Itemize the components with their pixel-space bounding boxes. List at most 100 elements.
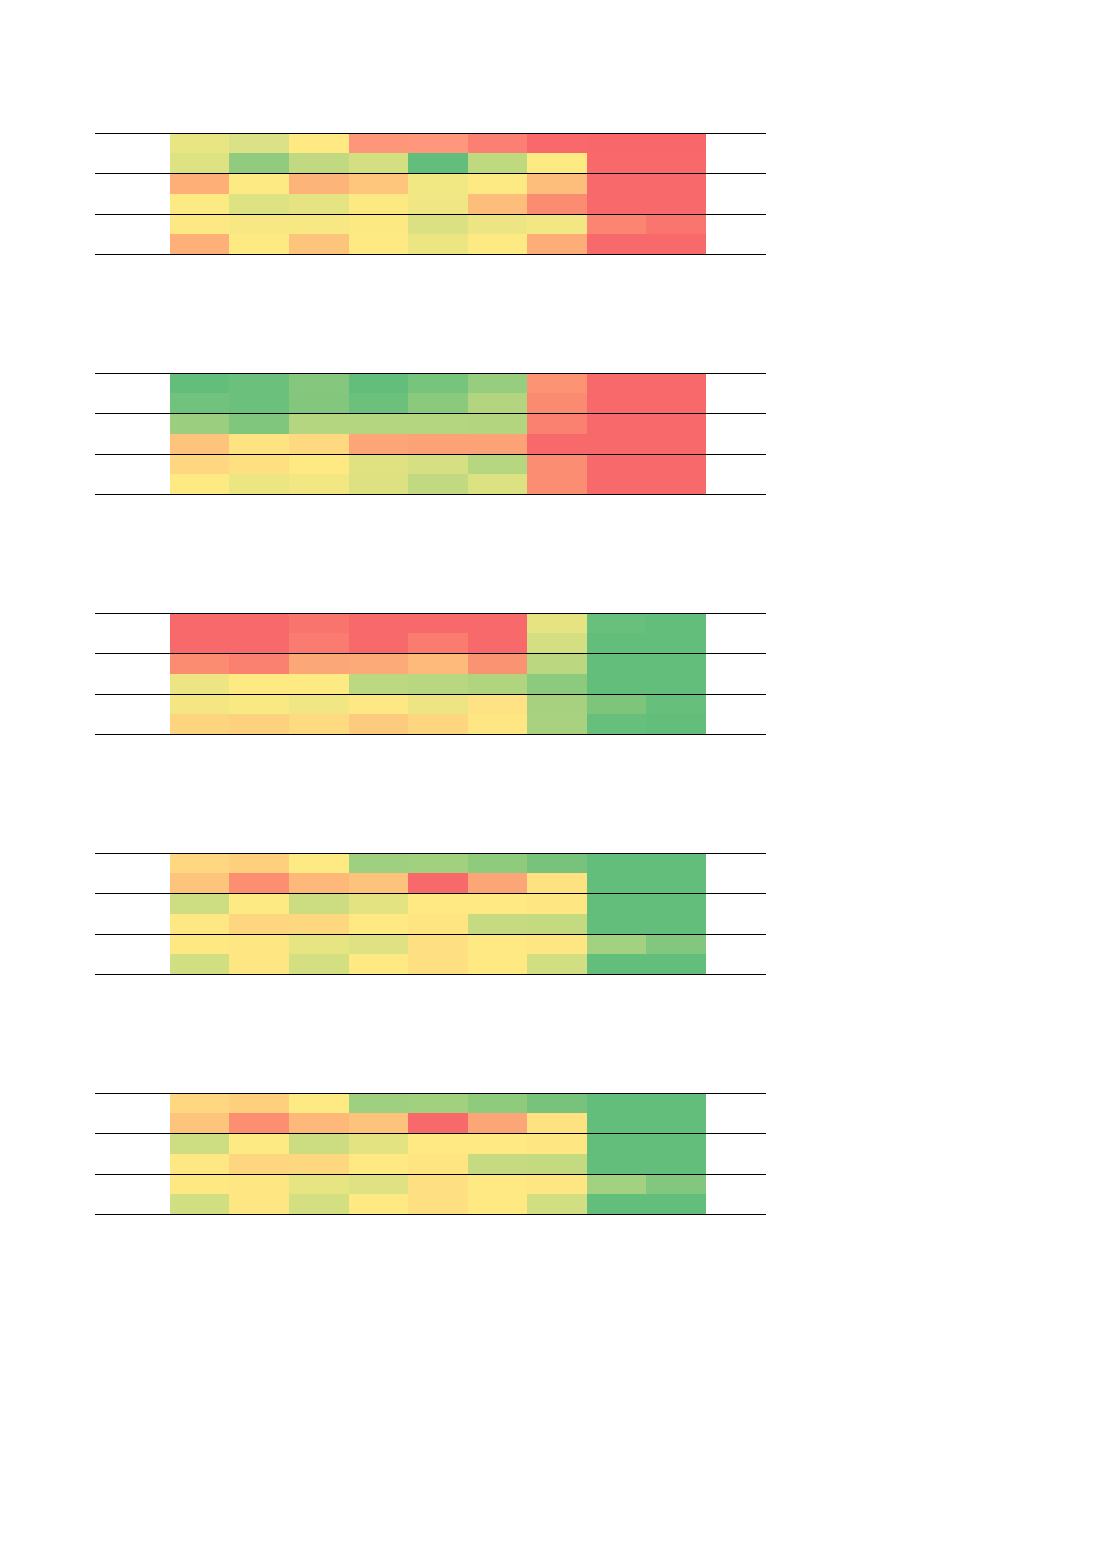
heatmap-cell bbox=[349, 714, 408, 734]
heatmap-cell bbox=[646, 1093, 706, 1113]
heatmap-cell bbox=[170, 954, 229, 974]
heatmap-cell bbox=[646, 873, 706, 893]
heatmap-cell bbox=[468, 454, 527, 474]
heatmap-cell bbox=[349, 1133, 408, 1154]
table-rule bbox=[95, 1174, 766, 1175]
heatmap-cell bbox=[349, 934, 408, 954]
heatmap-cell bbox=[646, 1133, 706, 1154]
heatmap-cell bbox=[289, 934, 349, 954]
heatmap-cell bbox=[349, 1194, 408, 1214]
heatmap-cell bbox=[408, 1093, 468, 1113]
heatmap-cell bbox=[349, 214, 408, 234]
heatmap-cell bbox=[289, 214, 349, 234]
heatmap-cell bbox=[170, 1133, 229, 1154]
heatmap-cell bbox=[587, 633, 646, 653]
heatmap-cell bbox=[527, 413, 587, 434]
heatmap-cell bbox=[527, 633, 587, 653]
table-rule bbox=[95, 974, 766, 975]
heatmap-cell bbox=[468, 853, 527, 873]
heatmap-cell bbox=[408, 873, 468, 893]
heatmap-cell bbox=[587, 1174, 646, 1194]
heatmap-cell bbox=[587, 434, 646, 454]
heatmap-cell bbox=[349, 1113, 408, 1133]
heatmap-cell bbox=[408, 954, 468, 974]
heatmap-cell bbox=[289, 1174, 349, 1194]
heatmap-cell bbox=[408, 853, 468, 873]
heatmap-cell bbox=[587, 373, 646, 393]
heatmap-cell bbox=[289, 234, 349, 254]
heatmap-cell bbox=[349, 173, 408, 194]
heatmap-cell bbox=[289, 613, 349, 633]
heatmap-cell bbox=[646, 153, 706, 173]
heatmap-cell bbox=[646, 934, 706, 954]
heatmap-cell bbox=[408, 633, 468, 653]
heatmap-cell bbox=[527, 173, 587, 194]
heatmap-cell bbox=[646, 674, 706, 694]
heatmap-cell bbox=[408, 1113, 468, 1133]
heatmap-cell bbox=[408, 153, 468, 173]
table-rule bbox=[95, 934, 766, 935]
heatmap-cell bbox=[170, 914, 229, 934]
heatmap-cell bbox=[468, 194, 527, 214]
heatmap-cell bbox=[289, 194, 349, 214]
heatmap-cell bbox=[170, 393, 229, 413]
heatmap-cell bbox=[229, 173, 289, 194]
heatmap-cell bbox=[229, 914, 289, 934]
heatmap-cell bbox=[229, 613, 289, 633]
heatmap-cell bbox=[170, 873, 229, 893]
table-rule bbox=[95, 1093, 766, 1094]
heatmap-cell bbox=[170, 214, 229, 234]
heatmap-cell bbox=[170, 1093, 229, 1113]
heatmap-cell bbox=[646, 954, 706, 974]
heatmap-cell bbox=[587, 1154, 646, 1174]
heatmap-cell bbox=[587, 133, 646, 153]
heatmap-cell bbox=[349, 1174, 408, 1194]
heatmap-cell bbox=[408, 454, 468, 474]
heatmap-cell bbox=[289, 133, 349, 153]
heatmap-cell bbox=[170, 653, 229, 674]
heatmap-table-5 bbox=[0, 1093, 1102, 1217]
heatmap-cell bbox=[646, 714, 706, 734]
heatmap-cell bbox=[289, 633, 349, 653]
heatmap-cell bbox=[229, 393, 289, 413]
heatmap-cell bbox=[527, 694, 587, 714]
heatmap-cell bbox=[468, 613, 527, 633]
heatmap-cell bbox=[468, 1174, 527, 1194]
heatmap-cell bbox=[527, 1194, 587, 1214]
heatmap-cell bbox=[408, 714, 468, 734]
heatmap-cell bbox=[349, 653, 408, 674]
table-rule bbox=[95, 173, 766, 174]
heatmap-cell bbox=[468, 1113, 527, 1133]
table-rule bbox=[95, 653, 766, 654]
heatmap-cell bbox=[229, 873, 289, 893]
heatmap-cell bbox=[468, 1133, 527, 1154]
heatmap-cell bbox=[646, 454, 706, 474]
heatmap-cell bbox=[170, 934, 229, 954]
heatmap-cell bbox=[646, 194, 706, 214]
heatmap-cell bbox=[349, 853, 408, 873]
heatmap-cell bbox=[408, 234, 468, 254]
heatmap-cell bbox=[289, 1154, 349, 1174]
heatmap-cell bbox=[229, 1194, 289, 1214]
heatmap-cell bbox=[408, 653, 468, 674]
heatmap-cell bbox=[289, 694, 349, 714]
heatmap-cell bbox=[408, 474, 468, 494]
heatmap-cell bbox=[289, 954, 349, 974]
heatmap-cell bbox=[170, 434, 229, 454]
heatmap-cell bbox=[170, 674, 229, 694]
heatmap-cell bbox=[587, 674, 646, 694]
table-rule bbox=[95, 214, 766, 215]
heatmap-cell bbox=[527, 653, 587, 674]
heatmap-cell bbox=[229, 1113, 289, 1133]
heatmap-cell bbox=[587, 1133, 646, 1154]
heatmap-cell bbox=[170, 1194, 229, 1214]
heatmap-cell bbox=[229, 373, 289, 393]
heatmap-cell bbox=[289, 674, 349, 694]
heatmap-cell bbox=[229, 674, 289, 694]
heatmap-cell bbox=[289, 653, 349, 674]
heatmap-cell bbox=[170, 454, 229, 474]
heatmap-cell bbox=[468, 714, 527, 734]
table-rule bbox=[95, 494, 766, 495]
heatmap-cell bbox=[527, 1154, 587, 1174]
